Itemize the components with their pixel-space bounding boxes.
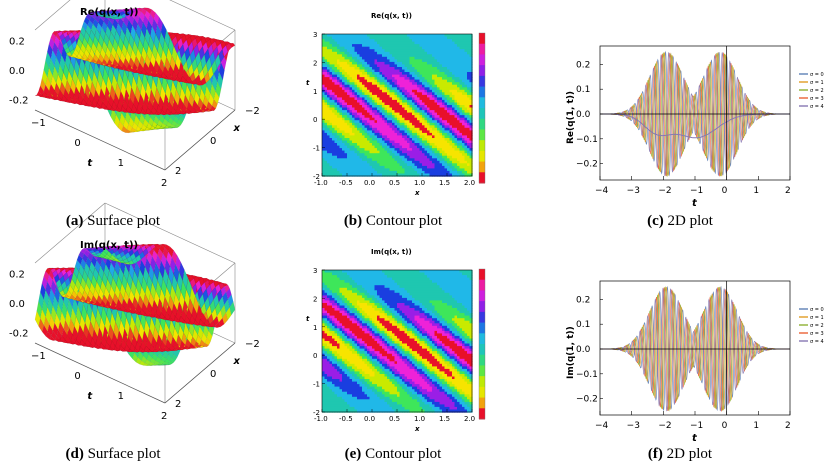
surface-plot-a: Re(q(x, t)) 0.2 0.0 -0.2−1 0 1 2 t −2 0 2 x — [9, 0, 260, 189]
z-tick-label: 0.2 — [9, 269, 25, 280]
z-tick-label: 0.2 — [9, 36, 25, 47]
t-axis-label: t — [87, 158, 93, 169]
t-axis-label: t — [87, 391, 93, 402]
t-tick-label: −1 — [31, 118, 46, 129]
t-tick-label: 1 — [118, 158, 124, 169]
z-tick-label: 0.0 — [9, 299, 25, 310]
x-tick-label: 2 — [175, 399, 181, 410]
surface-title: Im(q(x, t)) — [80, 240, 138, 251]
x-tick-label: −2 — [245, 339, 260, 350]
t-tick-label: 2 — [161, 411, 167, 422]
box-edge — [34, 0, 71, 31]
z-tick-label: -0.2 — [9, 96, 29, 107]
x-tick-label: −2 — [245, 106, 260, 117]
surface-title: Re(q(x, t)) — [80, 7, 138, 18]
contour-title: Re(q(x, t)) — [371, 12, 412, 20]
contour-plot-b: Re(q(x, t))-1.0 -0.5 0.0 0.5 1.0 1.5 2.0-2-101… — [306, 12, 486, 197]
x-axis-label: x — [233, 123, 241, 134]
x-tick-label: 2 — [175, 166, 181, 177]
z-tick-label: -0.2 — [9, 329, 29, 340]
z-tick-label: 0.0 — [9, 66, 25, 77]
t-tick-label: −1 — [31, 351, 46, 362]
x-axis-label: x — [233, 356, 241, 367]
x-tick-label: 0 — [210, 136, 216, 147]
t-tick-label: 2 — [161, 178, 167, 189]
t-tick-label: 0 — [74, 371, 80, 382]
t-tick-label: 0 — [74, 138, 80, 149]
box-edge — [169, 0, 236, 31]
x-tick-label: 0 — [210, 369, 216, 380]
t-tick-label: 1 — [118, 391, 124, 402]
surface-plot-d: Im(q(x, t)) 0.2 0.0 -0.2−1 0 1 2 t −2 0 2 x — [9, 202, 260, 422]
